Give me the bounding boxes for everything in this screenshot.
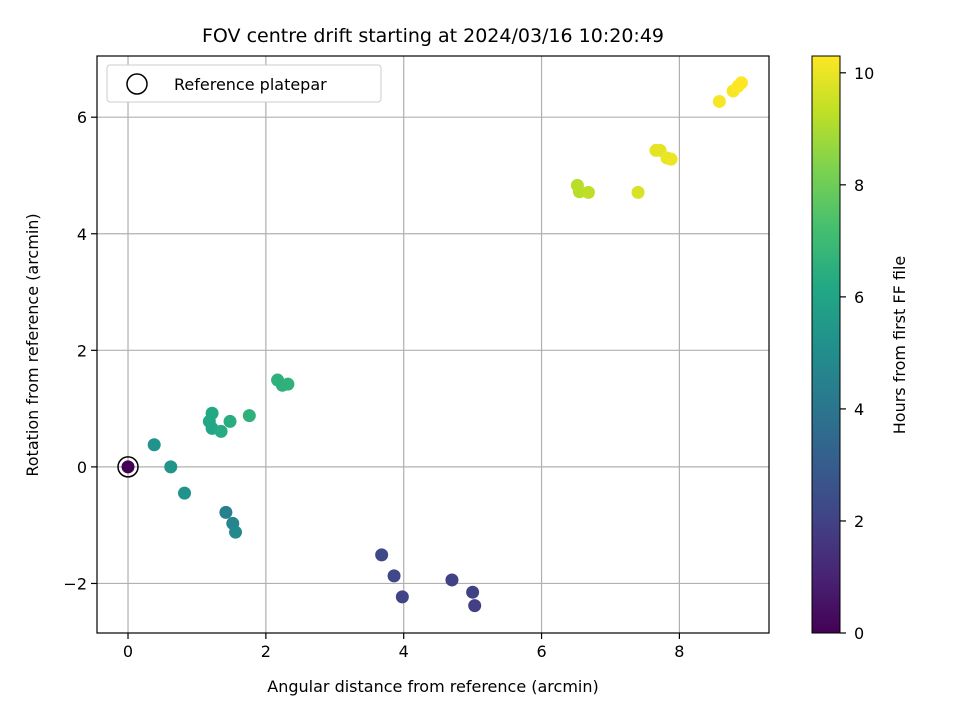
points-layer <box>117 76 748 613</box>
colorbar-tick-label: 8 <box>854 176 864 195</box>
x-axis-label: Angular distance from reference (arcmin) <box>267 677 598 696</box>
data-point <box>466 585 480 599</box>
x-tick-label: 6 <box>536 642 546 661</box>
data-point <box>229 525 243 539</box>
data-point <box>121 460 135 474</box>
data-point <box>223 414 237 428</box>
y-tick-label: 6 <box>77 108 87 127</box>
data-point <box>734 76 748 90</box>
legend-marker-icon <box>126 73 148 95</box>
data-point <box>664 152 678 166</box>
y-tick-label: 4 <box>77 225 87 244</box>
x-tick-label: 8 <box>674 642 684 661</box>
grid-layer <box>97 56 769 633</box>
y-axis-label: Rotation from reference (arcmin) <box>23 213 42 476</box>
colorbar-tick-label: 2 <box>854 512 864 531</box>
data-point <box>219 505 233 519</box>
colorbar-label: Hours from first FF file <box>890 256 909 435</box>
colorbar-tick-label: 6 <box>854 288 864 307</box>
data-point <box>178 486 192 500</box>
data-point <box>164 460 178 474</box>
colorbar-ticks: 0 2 4 6 8 10 <box>840 64 874 643</box>
x-tick-label: 4 <box>399 642 409 661</box>
data-point <box>147 438 161 452</box>
y-tick-label: −2 <box>63 574 87 593</box>
data-point <box>468 599 482 613</box>
data-point <box>395 590 409 604</box>
reference-marker <box>117 456 139 478</box>
legend: Reference platepar <box>106 64 382 103</box>
x-tick-label: 0 <box>123 642 133 661</box>
data-point <box>387 569 401 583</box>
x-tick-label: 2 <box>261 642 271 661</box>
plot-frame <box>96 55 770 634</box>
data-point <box>242 409 256 423</box>
ticks-layer: 0 2 4 6 8 −2 0 2 4 6 <box>63 108 684 661</box>
colorbar-tick-label: 0 <box>854 624 864 643</box>
data-point <box>214 424 228 438</box>
data-point <box>375 548 389 562</box>
data-point <box>445 573 459 587</box>
chart-title: FOV centre drift starting at 2024/03/16 … <box>202 25 664 47</box>
data-point <box>581 185 595 199</box>
y-tick-label: 2 <box>77 341 87 360</box>
legend-box <box>106 64 382 103</box>
colorbar-tick-label: 10 <box>854 64 874 83</box>
colorbar: 0 2 4 6 8 10 Hours from first FF file <box>811 55 909 643</box>
y-tick-label: 0 <box>77 458 87 477</box>
data-point <box>205 406 219 420</box>
legend-label: Reference platepar <box>174 75 327 94</box>
colorbar-gradient <box>811 55 841 634</box>
data-point <box>631 185 645 199</box>
data-point <box>281 377 295 391</box>
colorbar-tick-label: 4 <box>854 400 864 419</box>
data-point <box>712 94 726 108</box>
